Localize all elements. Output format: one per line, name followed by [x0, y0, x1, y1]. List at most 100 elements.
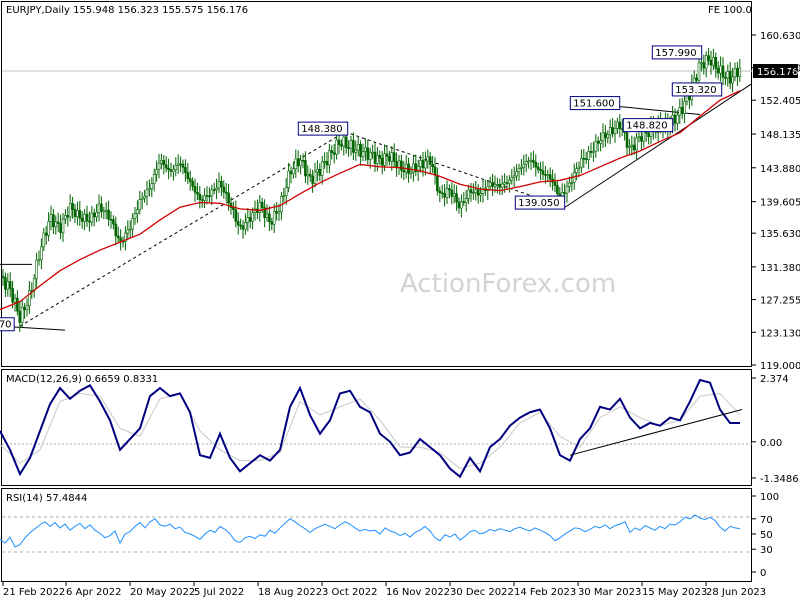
x-tick-label: 18 Aug 2022	[258, 587, 322, 598]
candle-body	[64, 215, 67, 220]
candle-body	[136, 209, 139, 214]
candle-body	[56, 221, 60, 224]
candle-body	[467, 189, 470, 199]
candle-body	[109, 218, 113, 221]
candle-body	[208, 195, 211, 198]
candle-body	[731, 76, 734, 84]
candle-body	[20, 306, 24, 323]
price-annotation-label: 151.600	[573, 99, 614, 110]
candle-body	[565, 186, 569, 194]
candle-body	[596, 140, 600, 144]
candle-body	[359, 144, 362, 157]
candle-body	[433, 166, 437, 176]
candle-body	[536, 166, 540, 170]
candle-body	[584, 158, 588, 160]
candle-body	[337, 139, 341, 145]
candle-body	[272, 211, 276, 225]
candle-body	[719, 65, 722, 74]
candle-body	[647, 132, 650, 137]
candle-body	[400, 160, 403, 171]
candle-body	[721, 65, 725, 78]
candle-body	[59, 223, 62, 234]
candle-body	[462, 201, 466, 203]
x-tick-label: 30 Mar 2023	[578, 587, 641, 598]
candle-body	[148, 188, 151, 191]
candle-body	[611, 127, 614, 134]
candle-body	[217, 180, 221, 189]
candle-body	[678, 107, 682, 116]
candle-body	[133, 213, 137, 219]
candle-body	[553, 181, 557, 186]
candle-body	[349, 140, 353, 149]
candle-body	[397, 160, 401, 169]
candle-body	[277, 211, 281, 214]
price-tick-label: 160.630	[760, 31, 800, 42]
candle-body	[712, 56, 715, 66]
candle-body	[212, 189, 216, 191]
macd-trendline	[569, 409, 743, 456]
candle-body	[124, 232, 127, 242]
candle-body	[512, 175, 516, 178]
candle-body	[695, 77, 698, 81]
candle-body	[263, 207, 266, 218]
candle-body	[527, 160, 530, 163]
candle-body	[1, 275, 5, 278]
candle-body	[683, 100, 686, 115]
candle-body	[318, 169, 322, 176]
candle-body	[174, 165, 178, 170]
price-panel-frame	[1, 1, 752, 367]
candle-body	[409, 171, 413, 174]
x-tick-label: 21 Feb 2022	[3, 587, 65, 598]
candle-body	[392, 152, 396, 162]
candle-body	[424, 160, 427, 169]
candle-body	[85, 213, 89, 222]
candle-body	[541, 170, 545, 175]
candle-body	[616, 121, 619, 129]
x-tick-label: 14 Feb 2023	[514, 587, 576, 598]
price-tick-label: 152.405	[760, 96, 800, 107]
trendline	[344, 131, 566, 208]
price-tick-label: 156.520	[760, 64, 800, 75]
candle-body	[452, 193, 456, 197]
candle-body	[700, 62, 703, 64]
macd-tick-label: 2.374	[760, 374, 789, 385]
candle-body	[92, 212, 96, 218]
candle-body	[104, 209, 108, 212]
candle-body	[505, 182, 509, 184]
candle-body	[635, 137, 638, 151]
candle-body	[460, 201, 463, 209]
candle-body	[342, 136, 346, 147]
candle-body	[332, 152, 336, 155]
candle-body	[488, 182, 492, 187]
candle-body	[32, 278, 36, 291]
price-annotation-label: 153.320	[675, 85, 716, 96]
candle-body	[510, 177, 514, 181]
candle-body	[328, 150, 331, 166]
candle-body	[680, 107, 684, 115]
price-annotation-box	[651, 45, 703, 60]
candle-body	[702, 62, 706, 69]
candle-body	[320, 161, 324, 176]
candle-body	[570, 182, 574, 184]
price-annotation-label: 70	[0, 320, 12, 331]
candle-body	[251, 212, 254, 222]
candle-body	[76, 210, 79, 217]
candle-body	[49, 214, 53, 222]
candle-body	[25, 305, 29, 311]
candle-body	[577, 166, 581, 169]
candle-body	[138, 199, 142, 210]
candle-body	[157, 162, 161, 170]
candle-body	[210, 189, 214, 197]
candle-body	[604, 132, 607, 139]
price-annotation-box	[297, 121, 349, 136]
candle-body	[373, 151, 377, 164]
price-annotation-box	[671, 82, 723, 97]
candle-body	[704, 55, 708, 69]
rsi-tick-label: 70	[760, 515, 773, 526]
candle-body	[23, 306, 26, 311]
candle-body	[37, 259, 41, 262]
candle-body	[83, 213, 86, 222]
candle-body	[402, 169, 406, 173]
candle-body	[364, 147, 367, 152]
candle-body	[556, 185, 559, 195]
